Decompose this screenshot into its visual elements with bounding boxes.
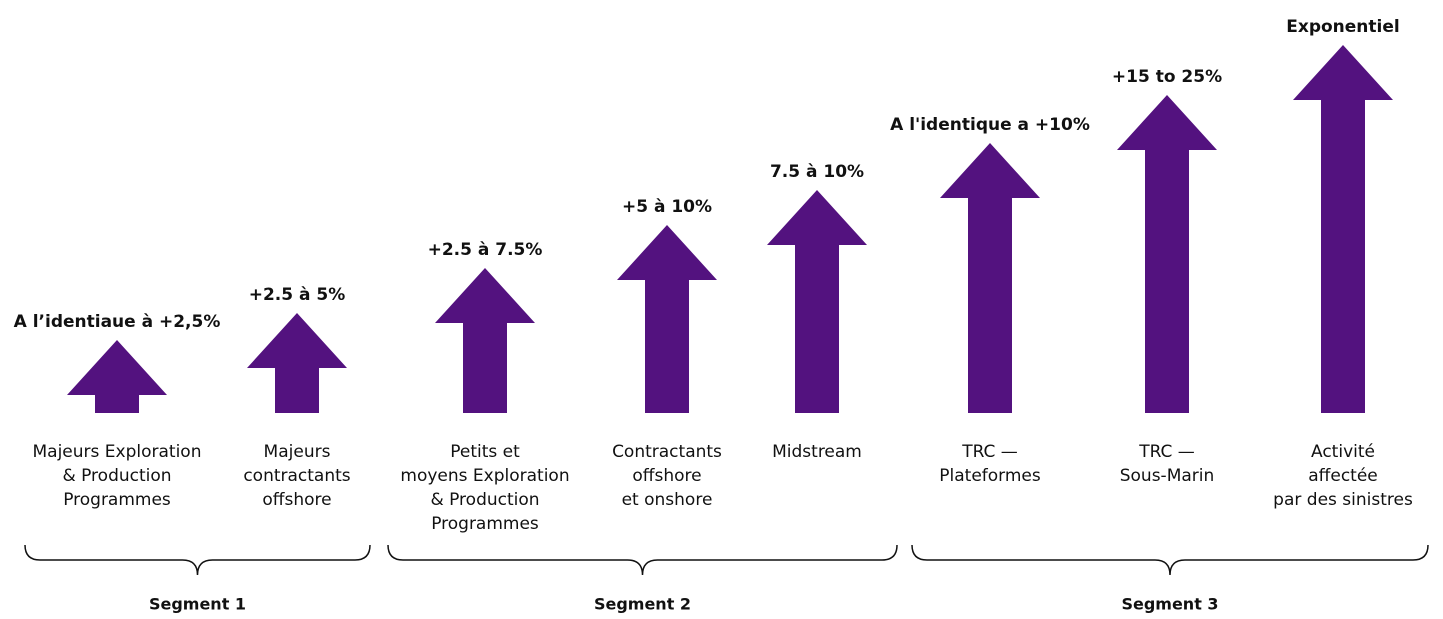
item-label: contractants [243,466,350,486]
item-label: Midstream [772,442,862,462]
arrow [1293,45,1393,413]
bracket [387,544,898,576]
arrow [1117,95,1217,413]
arrow [767,190,867,413]
item-label: offshore [632,466,701,486]
rate-label: 7.5 à 10% [770,162,864,182]
arrow [435,268,535,413]
item-label: Programmes [431,514,539,534]
item-label: & Production [62,466,171,486]
rate-label: A l’identiaue à +2,5% [14,312,221,332]
segment-label: Segment 1 [149,595,246,614]
item-label: Majeurs [264,442,331,462]
item-label: et onshore [622,490,713,510]
rate-label: +2.5 à 7.5% [428,240,543,260]
segment-label: Segment 2 [594,595,691,614]
item-label: Contractants [612,442,722,462]
item-label: Plateformes [939,466,1041,486]
rate-label: +5 à 10% [622,197,712,217]
item-label: Sous-Marin [1120,466,1215,486]
item-label: par des sinistres [1273,490,1413,510]
bracket [24,544,371,576]
rate-label: A l'identique a +10% [890,115,1090,135]
rate-label: Exponentiel [1286,17,1399,37]
rate-label: +15 to 25% [1112,67,1222,87]
arrow [940,143,1040,413]
item-label: TRC — [961,442,1018,462]
item-label: Programmes [63,490,171,510]
item-label: Activité [1311,442,1375,462]
rate-label: +2.5 à 5% [249,285,346,305]
bracket [911,544,1429,576]
segment-label: Segment 3 [1121,595,1218,614]
item-label: affectée [1308,466,1378,486]
item-label: Majeurs Exploration [33,442,202,462]
arrow [617,225,717,413]
item-label: moyens Exploration [400,466,569,486]
arrow [67,340,167,413]
item-label: TRC — [1138,442,1195,462]
item-label: Petits et [450,442,520,462]
item-label: & Production [430,490,539,510]
arrow [247,313,347,413]
item-label: offshore [262,490,331,510]
